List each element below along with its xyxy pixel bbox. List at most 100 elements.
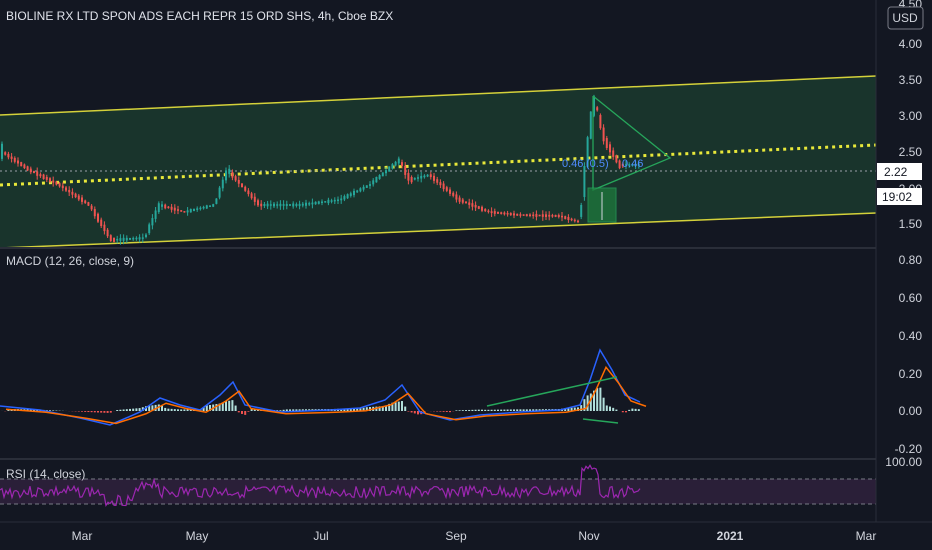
- candle-body: [45, 176, 48, 180]
- macd-histogram-bar: [295, 409, 298, 411]
- time-label-mar-2021: Mar: [856, 529, 877, 543]
- macd-histogram-bar: [116, 410, 119, 411]
- candle-body: [116, 238, 119, 241]
- macd-histogram-bar: [97, 411, 99, 413]
- candle-body: [484, 209, 487, 212]
- candle-body: [20, 162, 23, 167]
- candle-body: [602, 127, 605, 142]
- macd-histogram-bar: [298, 409, 301, 411]
- macd-histogram-bar: [359, 408, 362, 411]
- macd-histogram-bar: [228, 400, 231, 411]
- candle-body: [212, 204, 215, 207]
- macd-histogram-bar: [346, 408, 349, 411]
- candle-body: [529, 214, 531, 216]
- macd-histogram-bar: [365, 407, 368, 411]
- macd-histogram-bar: [442, 411, 445, 412]
- macd-trend-line-top[interactable]: [486, 376, 618, 407]
- candle-body: [103, 224, 106, 232]
- candle-body: [429, 174, 432, 178]
- candle-body: [394, 161, 397, 166]
- macd-histogram-bar: [378, 406, 381, 411]
- candle-body: [500, 212, 503, 214]
- macd-histogram-bar: [593, 390, 595, 411]
- fib-label-3: 0.46: [622, 158, 643, 170]
- candle-body: [221, 179, 224, 189]
- macd-histogram-bar: [634, 408, 637, 411]
- candle-body: [404, 165, 407, 175]
- macd-histogram-bar: [397, 401, 400, 411]
- candle-body: [141, 237, 144, 239]
- candle-body: [436, 179, 439, 183]
- macd-histogram-bar: [385, 405, 387, 411]
- macd-histogram-bar: [637, 409, 640, 411]
- candle-body: [369, 184, 371, 186]
- macd-histogram-bar: [596, 388, 599, 411]
- candle-body: [36, 171, 39, 176]
- macd-histogram-bar: [493, 409, 496, 411]
- candle-body: [90, 205, 93, 210]
- candle-body: [311, 202, 314, 205]
- macd-histogram-bar: [276, 410, 279, 411]
- macd-histogram-bar: [589, 393, 592, 411]
- macd-histogram-bar: [52, 410, 55, 411]
- candle-body: [461, 199, 464, 203]
- candle-body: [77, 195, 80, 200]
- candle-body: [135, 237, 138, 240]
- candle-body: [426, 174, 429, 177]
- candle-body: [596, 107, 599, 111]
- candle-body: [58, 183, 61, 187]
- candle-body: [157, 203, 160, 213]
- macd-histogram-bar: [90, 411, 93, 413]
- macd-histogram-bar: [529, 409, 531, 411]
- candle-body: [199, 207, 202, 210]
- candle-body: [423, 175, 426, 178]
- candle-body: [282, 204, 285, 206]
- candle-body: [148, 224, 151, 234]
- candle-body: [180, 210, 183, 212]
- price-axis[interactable]: 4.50 4.00 3.50 3.00 2.50 2.00 1.50 2.22 …: [875, 0, 932, 522]
- candle-body: [225, 170, 227, 181]
- candle-body: [634, 163, 637, 167]
- candle-body: [87, 202, 90, 206]
- candle-body: [228, 168, 231, 174]
- macd-histogram-bar: [231, 400, 234, 411]
- currency-button-label: USD: [892, 11, 918, 25]
- macd-histogram-bar: [602, 397, 605, 411]
- triangle-pattern[interactable]: [592, 95, 672, 191]
- macd-histogram-bar: [532, 409, 535, 411]
- macd-histogram-bar: [148, 405, 151, 411]
- macd-histogram-bar: [500, 409, 503, 411]
- candle-body: [292, 203, 295, 207]
- candle-body: [385, 170, 387, 174]
- macd-trend-line-bottom[interactable]: [582, 418, 619, 424]
- macd-histogram-bar: [535, 409, 538, 411]
- candle-body: [356, 190, 359, 193]
- candle-body: [298, 203, 301, 207]
- macd-histogram-bar: [279, 410, 282, 411]
- candle-body: [330, 200, 333, 202]
- candle-body: [407, 173, 410, 181]
- candle-body: [257, 200, 259, 206]
- time-axis[interactable]: Mar May Jul Sep Nov 2021 Mar: [0, 521, 932, 550]
- candle-body: [97, 213, 99, 222]
- macd-histogram-bar: [401, 401, 403, 411]
- candle-body: [609, 144, 611, 153]
- price-pane: 0.46 (0.5) 0.46: [0, 75, 877, 249]
- candles: [1, 94, 640, 245]
- price-tick-3-50: 3.50: [899, 73, 923, 87]
- macd-histogram-bar: [164, 407, 167, 411]
- macd-histogram-bar: [122, 409, 125, 411]
- macd-histogram-bar: [541, 409, 544, 411]
- candle-body: [442, 183, 445, 190]
- dotted-trend-line[interactable]: [0, 143, 877, 187]
- macd-histogram-bar: [586, 395, 589, 411]
- candle-body: [465, 201, 467, 204]
- channel-lower-line[interactable]: [0, 212, 877, 249]
- channel-upper-line[interactable]: [0, 75, 877, 116]
- currency-button[interactable]: USD: [887, 6, 924, 30]
- macd-histogram-bar: [119, 409, 122, 411]
- candle-body: [71, 191, 74, 195]
- macd-histogram-bar: [202, 407, 205, 411]
- macd-histogram-bar: [417, 411, 419, 415]
